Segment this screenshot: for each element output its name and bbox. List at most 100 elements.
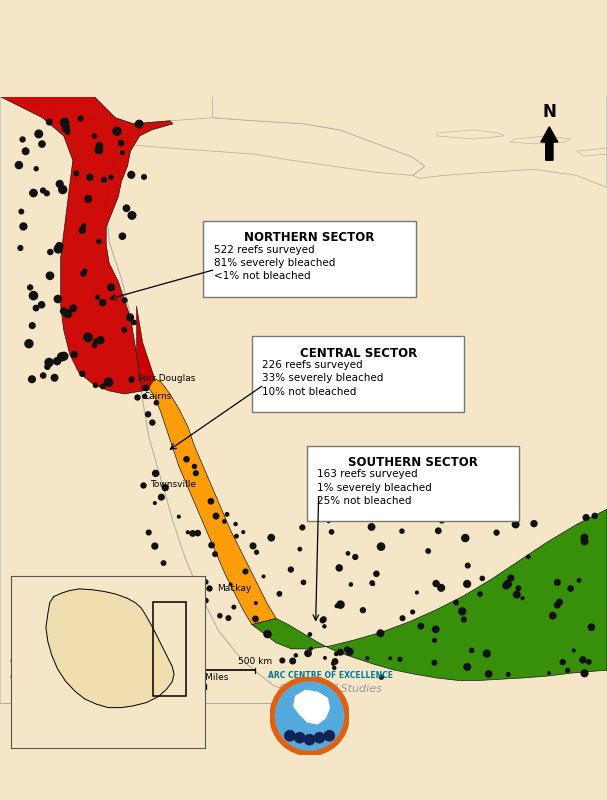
Circle shape (154, 401, 158, 405)
Circle shape (308, 633, 311, 636)
Bar (153, 602, 186, 696)
Circle shape (234, 522, 237, 526)
Circle shape (223, 520, 226, 523)
Circle shape (504, 581, 511, 588)
Circle shape (268, 534, 274, 541)
Text: SOUTHERN SECTOR: SOUTHERN SECTOR (348, 456, 478, 469)
Circle shape (323, 625, 326, 628)
Circle shape (480, 576, 484, 581)
Circle shape (78, 116, 83, 121)
FancyBboxPatch shape (307, 446, 519, 522)
Circle shape (438, 585, 444, 591)
Circle shape (379, 675, 383, 679)
Circle shape (321, 617, 326, 622)
Circle shape (254, 602, 257, 605)
Circle shape (581, 534, 588, 541)
Circle shape (243, 569, 248, 574)
Circle shape (97, 337, 104, 344)
Circle shape (128, 212, 136, 219)
Circle shape (22, 148, 29, 154)
Circle shape (400, 616, 405, 621)
Circle shape (56, 242, 63, 250)
Circle shape (48, 250, 53, 254)
Circle shape (436, 528, 441, 534)
Circle shape (143, 386, 149, 390)
Circle shape (80, 371, 85, 376)
Circle shape (411, 610, 415, 614)
Circle shape (531, 521, 537, 526)
Circle shape (335, 605, 338, 607)
Text: 0: 0 (9, 657, 15, 666)
Circle shape (208, 498, 214, 504)
Circle shape (178, 578, 183, 583)
Circle shape (45, 358, 53, 366)
Circle shape (46, 272, 53, 279)
Circle shape (454, 600, 458, 605)
Circle shape (101, 384, 105, 389)
Circle shape (324, 730, 334, 741)
Polygon shape (294, 690, 329, 724)
Text: 163 reefs surveyed: 163 reefs surveyed (317, 469, 418, 479)
Circle shape (377, 630, 384, 637)
Polygon shape (252, 510, 607, 681)
Circle shape (462, 534, 469, 542)
Circle shape (568, 586, 573, 591)
Circle shape (588, 624, 595, 630)
Circle shape (333, 666, 336, 670)
Circle shape (368, 524, 375, 530)
Circle shape (285, 730, 295, 741)
Circle shape (20, 137, 25, 142)
Circle shape (87, 174, 93, 180)
Circle shape (104, 378, 113, 386)
Circle shape (277, 592, 282, 596)
Circle shape (95, 146, 103, 154)
Circle shape (41, 188, 46, 193)
Circle shape (398, 658, 402, 662)
Circle shape (378, 543, 385, 550)
Circle shape (150, 420, 155, 425)
Circle shape (330, 530, 334, 534)
Circle shape (66, 130, 70, 134)
Text: NORTHERN SECTOR: NORTHERN SECTOR (245, 231, 375, 244)
Circle shape (192, 464, 197, 469)
Circle shape (324, 657, 326, 659)
Polygon shape (143, 378, 276, 625)
Circle shape (459, 608, 466, 615)
Circle shape (107, 284, 114, 290)
Circle shape (275, 682, 344, 750)
Circle shape (336, 565, 342, 571)
Text: N: N (543, 102, 556, 121)
Text: 226 reefs surveyed: 226 reefs surveyed (262, 360, 363, 370)
Circle shape (60, 352, 68, 360)
Circle shape (186, 531, 189, 534)
Circle shape (337, 601, 344, 608)
Circle shape (192, 619, 197, 625)
Circle shape (572, 649, 575, 652)
Circle shape (400, 529, 404, 534)
Circle shape (152, 543, 158, 549)
Circle shape (47, 119, 52, 125)
Circle shape (118, 141, 124, 146)
Circle shape (280, 658, 285, 663)
Circle shape (333, 658, 337, 664)
Circle shape (152, 470, 158, 477)
Circle shape (45, 364, 50, 370)
Circle shape (548, 672, 550, 674)
FancyBboxPatch shape (252, 336, 464, 412)
Circle shape (250, 543, 256, 549)
Circle shape (557, 599, 562, 605)
Text: Cairns: Cairns (144, 393, 172, 402)
Circle shape (426, 549, 430, 554)
Circle shape (466, 563, 470, 568)
Circle shape (346, 552, 350, 555)
Circle shape (162, 485, 168, 490)
Text: 250: 250 (125, 657, 142, 666)
Circle shape (85, 195, 92, 202)
Circle shape (225, 513, 229, 516)
Circle shape (146, 530, 151, 535)
Circle shape (81, 271, 86, 276)
Polygon shape (437, 130, 504, 139)
Circle shape (194, 471, 198, 475)
Circle shape (371, 582, 375, 586)
Text: 10% not bleached: 10% not bleached (262, 386, 356, 397)
